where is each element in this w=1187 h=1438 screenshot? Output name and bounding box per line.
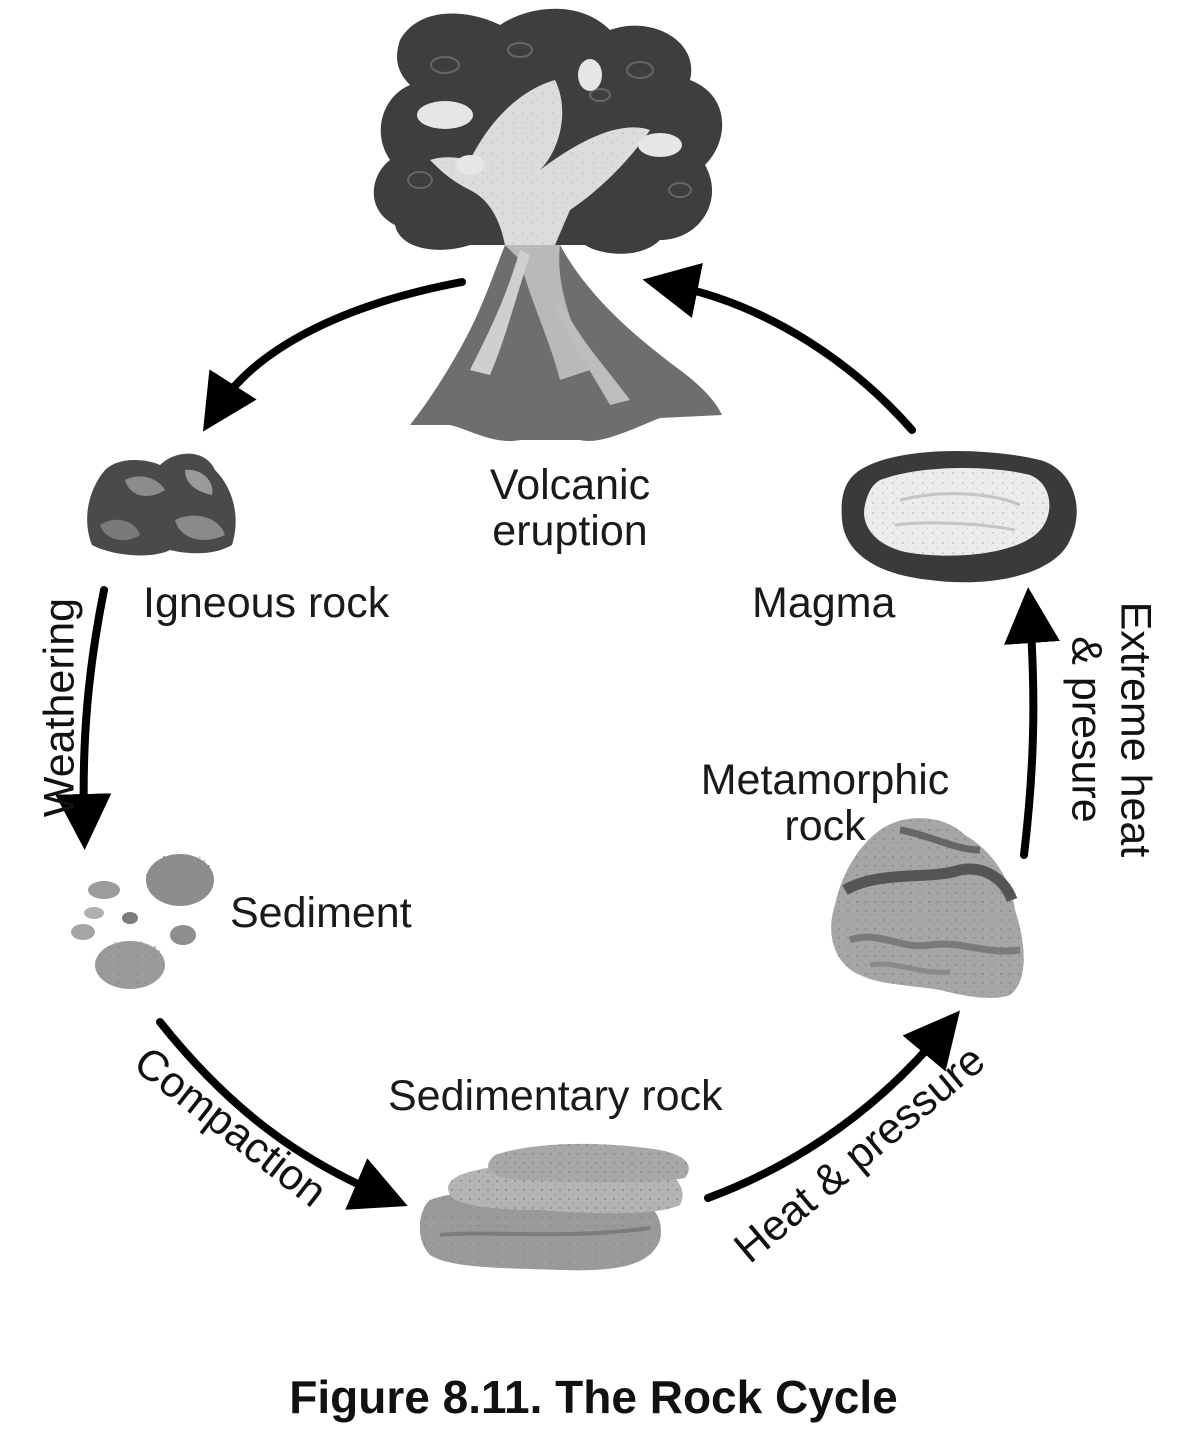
volcano-illustration — [373, 8, 723, 442]
figure-caption: Figure 8.11. The Rock Cycle — [289, 1371, 898, 1423]
magma-illustration — [841, 450, 1077, 583]
label-volcanic-eruption: Volcanic eruption — [470, 462, 670, 555]
igneous-rock-illustration — [87, 453, 236, 556]
arrow-sediment-to-sedimentary — [156, 1018, 408, 1210]
arrow-sedimentary-to-metamorphic — [704, 1010, 960, 1202]
label-metamorphic-rock-line1: Metamorphic — [700, 756, 950, 804]
process-extreme-heat-line1: Extreme heat — [1111, 601, 1160, 858]
process-weathering: Weathering — [35, 597, 84, 818]
label-metamorphic-rock: Metamorphic rock — [675, 757, 975, 850]
arrow-igneous-to-sediment — [55, 586, 112, 850]
process-extreme-heat-line2: & presure — [1062, 636, 1110, 823]
cycle-arrows — [55, 263, 1060, 1210]
process-extreme-heat: Extreme heat & presure — [1061, 579, 1160, 879]
label-magma: Magma — [752, 579, 896, 627]
label-igneous-rock: Igneous rock — [143, 579, 390, 627]
label-volcanic-eruption-line1: Volcanic — [489, 461, 651, 509]
label-volcanic-eruption-line2: eruption — [492, 507, 648, 556]
label-sedimentary-rock: Sedimentary rock — [388, 1072, 723, 1120]
arrow-magma-to-volcano — [642, 263, 916, 434]
arrow-metamorphic-to-magma — [1004, 587, 1060, 859]
label-sediment: Sediment — [230, 889, 412, 937]
sedimentary-rock-illustration — [419, 1143, 689, 1271]
arrow-volcano-to-igneous — [202, 278, 466, 432]
metamorphic-rock-illustration — [831, 818, 1024, 998]
label-metamorphic-rock-line2: rock — [784, 802, 866, 851]
sediment-illustration — [71, 852, 214, 989]
